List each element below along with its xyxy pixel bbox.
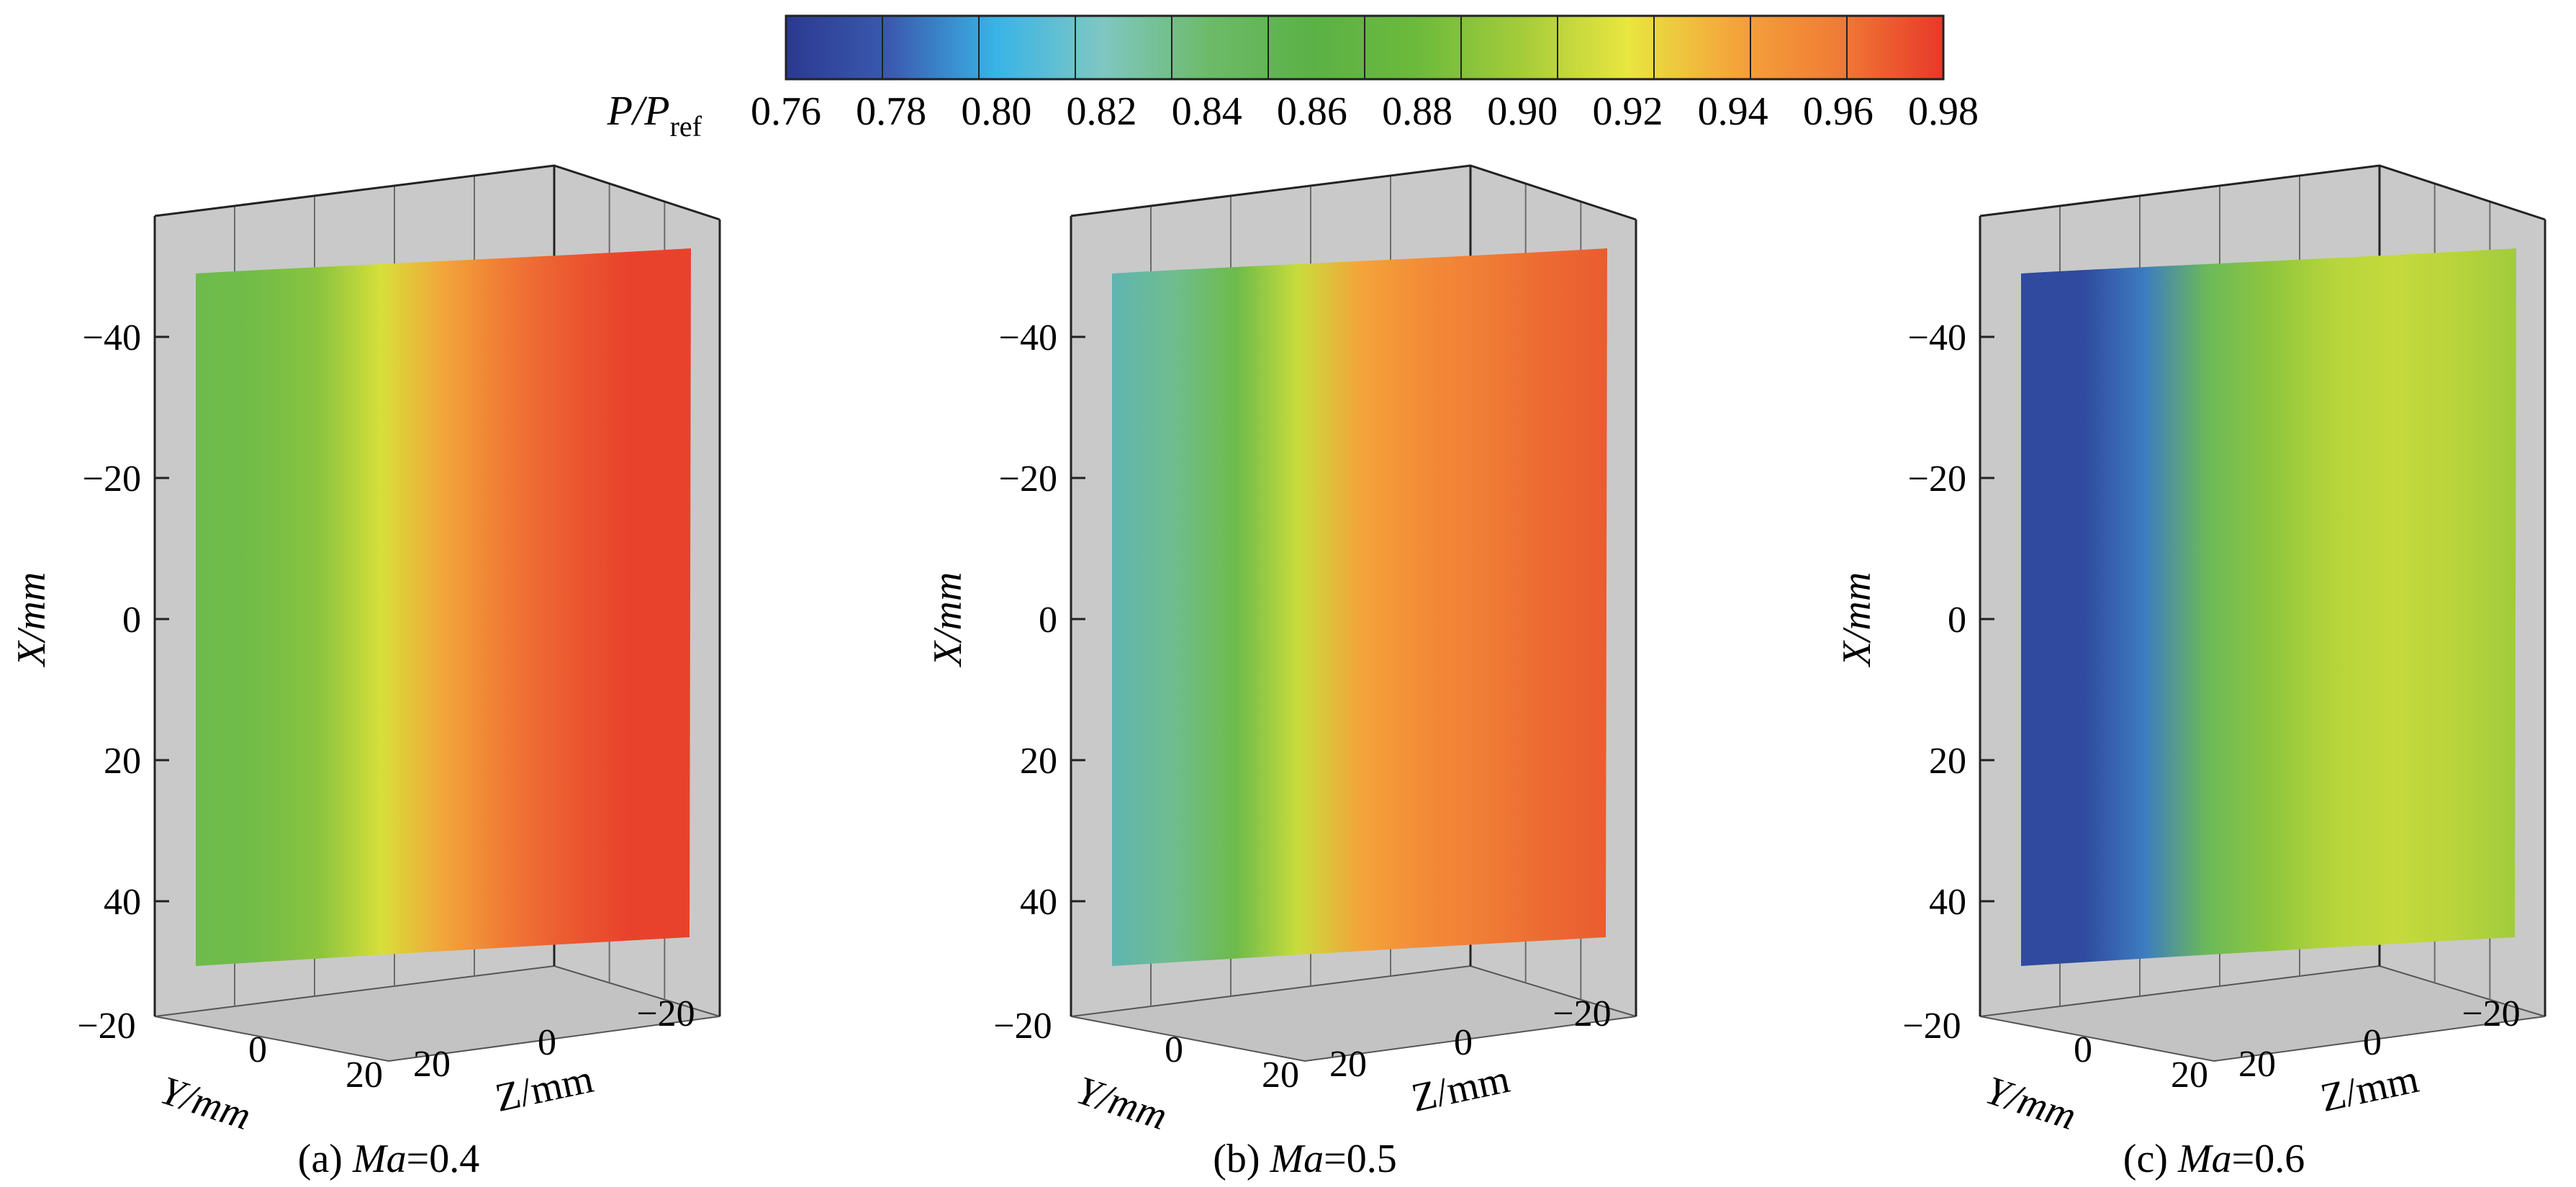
z-axis-tick-label: 0 <box>2363 1022 2382 1063</box>
colorbar-frame <box>785 14 1945 81</box>
z-axis-tick-label: 20 <box>413 1044 451 1085</box>
y-axis-tick-label: −20 <box>1902 1006 1961 1047</box>
x-axis-tick-label: 0 <box>1039 600 1057 641</box>
pressure-surface <box>196 248 691 966</box>
y-axis-tick-label: 0 <box>2074 1029 2092 1070</box>
colorbar-tick-label: 0.90 <box>1487 89 1558 134</box>
z-axis-tick-label: −20 <box>2462 993 2520 1034</box>
z-axis-label: Z/mm <box>492 1057 597 1121</box>
x-axis-tick-label: 40 <box>1020 882 1057 923</box>
x-axis-tick-label: 20 <box>1020 741 1057 782</box>
colorbar-tick-label: 0.94 <box>1698 89 1768 134</box>
colorbar-label: P/Pref <box>607 87 702 143</box>
y-axis-label: Y/mm <box>1071 1068 1172 1139</box>
pressure-surface <box>1112 248 1607 966</box>
x-axis-tick-label: 20 <box>104 741 141 782</box>
x-axis-tick-label: −40 <box>83 317 141 358</box>
x-axis-tick-label: −40 <box>1908 317 1966 358</box>
colorbar-tick-label: 0.80 <box>961 89 1031 134</box>
x-axis-tick-label: −20 <box>999 459 1057 500</box>
colorbar: P/Pref 0.76 0.78 0.80 0.82 0.84 0.86 0.88 0.90 0… <box>607 14 1979 143</box>
x-axis-tick-label: −20 <box>83 459 141 500</box>
colorbar-tick-label: 0.76 <box>751 89 821 134</box>
x-axis-label: X/mm <box>926 572 970 668</box>
x-axis-tick-label: 0 <box>1948 600 1966 641</box>
panels: −40 −20 0 20 40 X/mm −20 0 20 Y/mm 20 0 −20 Z/mm (a) M… <box>9 164 2546 1181</box>
y-axis-label: Y/mm <box>155 1068 256 1139</box>
colorbar-tick-label: 0.86 <box>1277 89 1347 134</box>
panel-3: −40 −20 0 20 40 X/mm −20 0 20 Y/mm 20 0 −20 Z/mm (c) M… <box>1835 164 2546 1181</box>
y-axis-tick-label: −20 <box>77 1006 135 1047</box>
box-edge <box>154 164 720 221</box>
x-axis-tick-label: −40 <box>999 317 1057 358</box>
x-axis-label: X/mm <box>1835 572 1879 668</box>
panel-caption: (b) Ma=0.5 <box>1213 1137 1397 1181</box>
y-axis-tick-label: 0 <box>248 1029 267 1070</box>
x-axis-label: X/mm <box>9 572 54 668</box>
colorbar-tick-label: 0.88 <box>1382 89 1452 134</box>
z-axis-label: Z/mm <box>1408 1057 1514 1121</box>
colorbar-tick-label: 0.98 <box>1908 89 1979 134</box>
y-axis-tick-label: 0 <box>1165 1029 1183 1070</box>
z-axis-tick-label: 0 <box>538 1022 556 1063</box>
y-axis-tick-label: −20 <box>993 1006 1052 1047</box>
z-axis-label: Z/mm <box>2317 1057 2423 1121</box>
z-axis-tick-label: −20 <box>636 993 695 1034</box>
box-edge <box>1070 164 1637 221</box>
box-edge <box>1979 164 2546 221</box>
y-axis-tick-label: 20 <box>1262 1055 1299 1096</box>
y-axis-tick-label: 20 <box>345 1055 383 1096</box>
panel-caption: (c) Ma=0.6 <box>2123 1137 2305 1181</box>
x-axis-tick-label: 40 <box>1929 882 1966 923</box>
colorbar-tick-label: 0.82 <box>1067 89 1137 134</box>
z-axis-tick-label: 20 <box>1329 1044 1367 1085</box>
colorbar-tick-label: 0.78 <box>856 89 926 134</box>
panel-2: −40 −20 0 20 40 X/mm −20 0 20 Y/mm 20 0 −20 Z/mm(b) M… <box>926 164 1637 1181</box>
panel-1: −40 −20 0 20 40 X/mm −20 0 20 Y/mm 20 0 −20 Z/mm (a) M… <box>9 164 721 1181</box>
z-axis-tick-label: 20 <box>2238 1044 2276 1085</box>
panel-caption: (a) Ma=0.4 <box>298 1137 479 1181</box>
x-axis-tick-label: 40 <box>104 882 141 923</box>
colorbar-tick-label: 0.96 <box>1803 89 1874 134</box>
colorbar-tick-label: 0.92 <box>1592 89 1663 134</box>
y-axis-label: Y/mm <box>1980 1068 2082 1139</box>
z-axis-tick-label: 0 <box>1454 1022 1473 1063</box>
colorbar-tick-labels: 0.76 0.78 0.80 0.82 0.84 0.86 0.88 0.90 0.92 0.94… <box>751 89 1979 134</box>
colorbar-tick-label: 0.84 <box>1172 89 1242 134</box>
z-axis-tick-label: −20 <box>1553 993 1611 1034</box>
x-axis-tick-label: 0 <box>122 600 141 641</box>
x-axis-tick-label: 20 <box>1929 741 1966 782</box>
pressure-surface <box>2021 248 2516 966</box>
x-axis-tick-label: −20 <box>1908 459 1966 500</box>
y-axis-tick-label: 20 <box>2171 1055 2208 1096</box>
colorbar-cells <box>785 14 1945 81</box>
